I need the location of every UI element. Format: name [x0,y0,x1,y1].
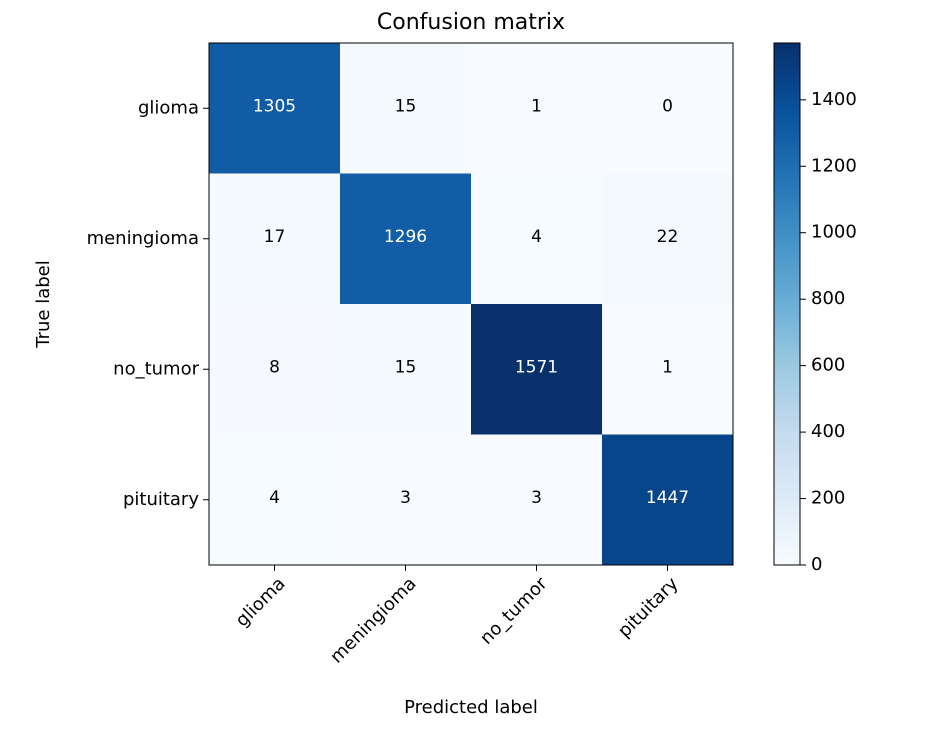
heatmap-cell [340,304,472,435]
cell-value-label: 1 [531,96,542,116]
heatmap-cell [209,173,341,305]
x-axis-label: Predicted label [404,697,538,718]
heatmap-cell [340,173,472,305]
x-tick-label: no_tumor [476,573,552,649]
colorbar-tick-label: 800 [811,288,845,309]
y-axis-ticks: glioma meningioma no_tumor pituitary [87,97,209,510]
x-tick-label: meningioma [326,573,420,667]
cell-value-label: 1 [662,357,673,377]
y-tick-label: no_tumor [113,358,199,379]
colorbar-tick-label: 1200 [811,155,857,176]
cell-value-label: 3 [531,488,542,508]
cell-value-label: 22 [657,227,679,247]
cell-value-label: 8 [269,357,280,377]
cell-value-label: 4 [531,227,542,247]
cell-value-label: 4 [269,488,280,508]
plot-frame [208,42,734,566]
heatmap-cell [602,43,734,174]
heatmap-cell [471,434,603,566]
heatmap-cell [602,173,734,305]
heatmap-cell [340,43,472,174]
cell-value-label: 3 [400,488,411,508]
heatmap-cell [209,434,341,566]
heatmap-cell [471,304,603,435]
heatmap-cells: 1305 15 1 0 17 1296 4 22 8 15 1571 1 4 3 3 1447 [209,43,734,566]
colorbar-tick-label: 400 [811,421,845,442]
colorbar-tick-label: 0 [811,554,822,575]
x-tick-label: glioma [232,573,290,631]
chart-title: Confusion matrix [377,10,565,35]
heatmap-cell [471,173,603,305]
heatmap-cell [602,434,734,566]
colorbar [773,42,801,566]
heatmap-cell [209,43,341,174]
colorbar-tick-label: 200 [811,488,845,509]
cell-value-label: 1305 [253,96,296,116]
y-tick-label: glioma [138,97,199,118]
cell-value-label: 15 [395,357,417,377]
heatmap-cell [602,304,734,435]
heatmap-cell [340,434,472,566]
y-axis-label: True label [33,260,54,349]
cell-value-label: 0 [662,96,673,116]
colorbar-tick-label: 600 [811,355,845,376]
cell-value-label: 1296 [384,227,427,247]
colorbar-tick-label: 1400 [811,89,857,110]
cell-value-label: 1571 [515,357,558,377]
colorbar-ticks: 0 200 400 600 800 1000 1200 1400 [800,89,857,575]
heatmap-cell [209,304,341,435]
heatmap-cell [471,43,603,174]
x-axis-ticks: glioma meningioma no_tumor pituitary [232,565,683,668]
cell-value-label: 1447 [646,488,689,508]
cell-value-label: 15 [395,96,417,116]
y-tick-label: meningioma [87,228,199,249]
x-tick-label: pituitary [614,573,683,642]
y-tick-label: pituitary [123,489,199,510]
cell-value-label: 17 [264,227,286,247]
colorbar-tick-label: 1000 [811,222,857,243]
